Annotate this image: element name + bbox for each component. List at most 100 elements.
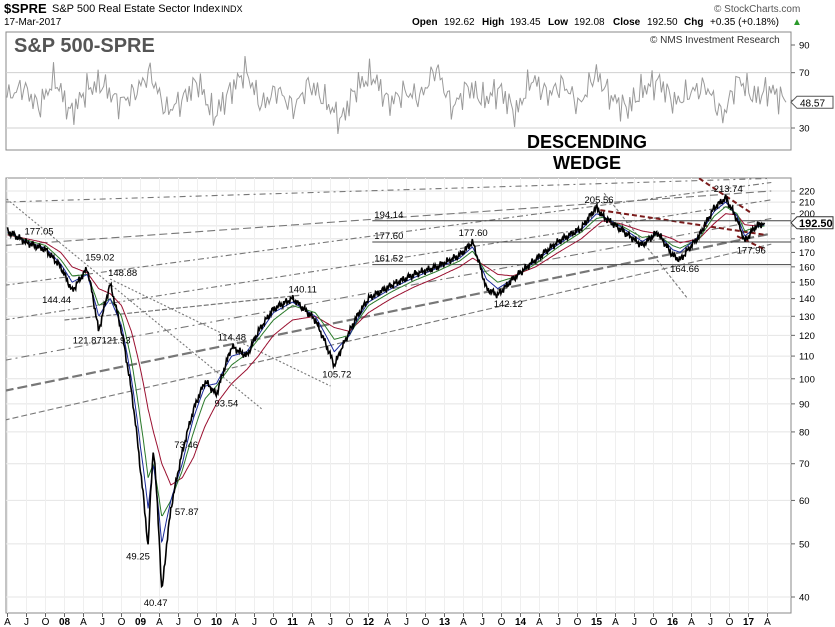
oscillator-tick-label: 30 xyxy=(799,124,810,135)
x-tick-label: A xyxy=(156,617,163,627)
price-tick-label: 120 xyxy=(799,331,815,342)
x-tick-label: O xyxy=(346,617,354,627)
x-tick-label: J xyxy=(252,617,257,627)
x-tick-label: 14 xyxy=(515,617,527,627)
price-tick-label: 50 xyxy=(799,539,810,550)
low-label: Low xyxy=(548,17,568,28)
value-annotation: 177.96 xyxy=(737,246,766,257)
value-annotation: 57.87 xyxy=(175,507,199,518)
price-tick-label: 180 xyxy=(799,234,815,245)
x-axis: A J O 08 A J O 09 A J O 10 A J O 11 A J O 12 A J O 13 A J O 14 A J O 15… xyxy=(4,613,771,627)
price-y-axis: 4050607080901001101201301401501601701801… xyxy=(791,187,815,604)
value-annotation: 159.02 xyxy=(85,252,114,263)
x-tick-label: 11 xyxy=(287,617,298,627)
x-tick-label: 15 xyxy=(591,617,603,627)
x-tick-label: J xyxy=(24,617,29,627)
descending-wedge-line: WEDGE xyxy=(553,153,621,173)
x-tick-label: O xyxy=(574,617,582,627)
x-tick-label: J xyxy=(176,617,181,627)
trendline xyxy=(109,278,331,387)
oscillator-last-value-tag: 48.57 xyxy=(790,95,834,109)
value-annotation: 114.48 xyxy=(218,333,246,344)
level-label: 177.60 xyxy=(374,231,403,242)
x-tick-label: J xyxy=(100,617,105,627)
price-tick-label: 40 xyxy=(799,593,810,604)
index-name: S&P 500 Real Estate Sector Index xyxy=(52,3,220,15)
open-label: Open xyxy=(412,17,438,28)
trendline xyxy=(6,199,772,321)
x-tick-label: O xyxy=(422,617,430,627)
value-annotation: 142.12 xyxy=(494,299,523,310)
oscillator-line xyxy=(6,55,787,135)
x-tick-label: J xyxy=(480,617,485,627)
price-panel-frame xyxy=(5,177,792,614)
value-annotation: 121.93 xyxy=(102,336,131,347)
value-annotation: 40.47 xyxy=(144,598,168,609)
price-last-value-tag: 192.50 xyxy=(790,216,834,230)
x-tick-label: O xyxy=(726,617,734,627)
wedge-upper-line xyxy=(600,209,766,236)
value-annotation: 49.25 xyxy=(126,551,150,562)
x-tick-label: A xyxy=(764,617,771,627)
value-annotation: 140.11 xyxy=(289,284,317,295)
open-value: 192.62 xyxy=(444,17,475,28)
value-annotation: 213.74 xyxy=(714,184,743,195)
x-tick-label: O xyxy=(194,617,202,627)
x-tick-label: A xyxy=(308,617,315,627)
oscillator-y-axis: 30507090 xyxy=(791,41,810,135)
oscillator-last-value-box xyxy=(790,95,834,109)
moving-average-slow xyxy=(7,213,765,486)
value-annotation: 205.56 xyxy=(585,195,614,206)
price-tick-label: 200 xyxy=(799,209,815,220)
x-tick-label: O xyxy=(118,617,126,627)
oscillator-tick-label: 70 xyxy=(799,68,810,79)
x-tick-label: A xyxy=(460,617,467,627)
x-tick-label: A xyxy=(80,617,87,627)
x-tick-label: A xyxy=(4,617,11,627)
quote-line: Open 192.62 High 193.45 Low 192.08 Close… xyxy=(412,17,802,28)
wedge-top-line xyxy=(698,178,753,215)
exchange: INDX xyxy=(221,4,243,14)
price-tick-label: 80 xyxy=(799,427,810,438)
value-annotation: 93.54 xyxy=(215,399,239,410)
level-label: 194.14 xyxy=(374,210,403,221)
x-tick-label: 12 xyxy=(363,617,375,627)
value-annotation: 148.88 xyxy=(108,268,137,279)
x-tick-label: O xyxy=(650,617,658,627)
low-value: 192.08 xyxy=(574,17,605,28)
x-tick-label: J xyxy=(708,617,713,627)
oscillator-series xyxy=(6,55,787,135)
price-series xyxy=(6,194,766,589)
price-tick-label: 160 xyxy=(799,262,815,273)
x-tick-label: 17 xyxy=(743,617,755,627)
value-annotation: 164.66 xyxy=(670,264,699,275)
panel-title: S&P 500-SPRE xyxy=(14,35,155,57)
x-tick-label: O xyxy=(42,617,50,627)
trendline xyxy=(6,181,772,286)
price-tick-label: 150 xyxy=(799,278,815,289)
x-tick-label: J xyxy=(556,617,561,627)
oscillator-grid xyxy=(6,72,791,129)
value-annotation: 144.44 xyxy=(42,295,71,306)
price-tick-label: 130 xyxy=(799,312,815,323)
x-tick-label: J xyxy=(632,617,637,627)
value-annotation: 177.05 xyxy=(25,227,54,238)
x-tick-label: 16 xyxy=(667,617,679,627)
x-tick-label: A xyxy=(232,617,239,627)
symbol: $SPRE xyxy=(4,1,47,16)
x-tick-label: A xyxy=(612,617,619,627)
credit: © NMS Investment Research xyxy=(650,35,780,46)
oscillator-panel-frame xyxy=(5,31,792,151)
descending-wedge-label: DESCENDING WEDGE xyxy=(527,132,647,173)
x-tick-label: 08 xyxy=(59,617,71,627)
price-grid xyxy=(6,178,791,613)
up-arrow-icon: ▲ xyxy=(792,17,802,28)
price-last-value: 192.50 xyxy=(799,218,833,230)
price-tick-label: 110 xyxy=(799,352,814,363)
date: 17-Mar-2017 xyxy=(4,17,62,28)
watermark: © StockCharts.com xyxy=(714,4,800,15)
x-tick-label: 09 xyxy=(135,617,147,627)
wedge-lower-line xyxy=(736,235,766,251)
price-last-value-box xyxy=(790,216,834,230)
